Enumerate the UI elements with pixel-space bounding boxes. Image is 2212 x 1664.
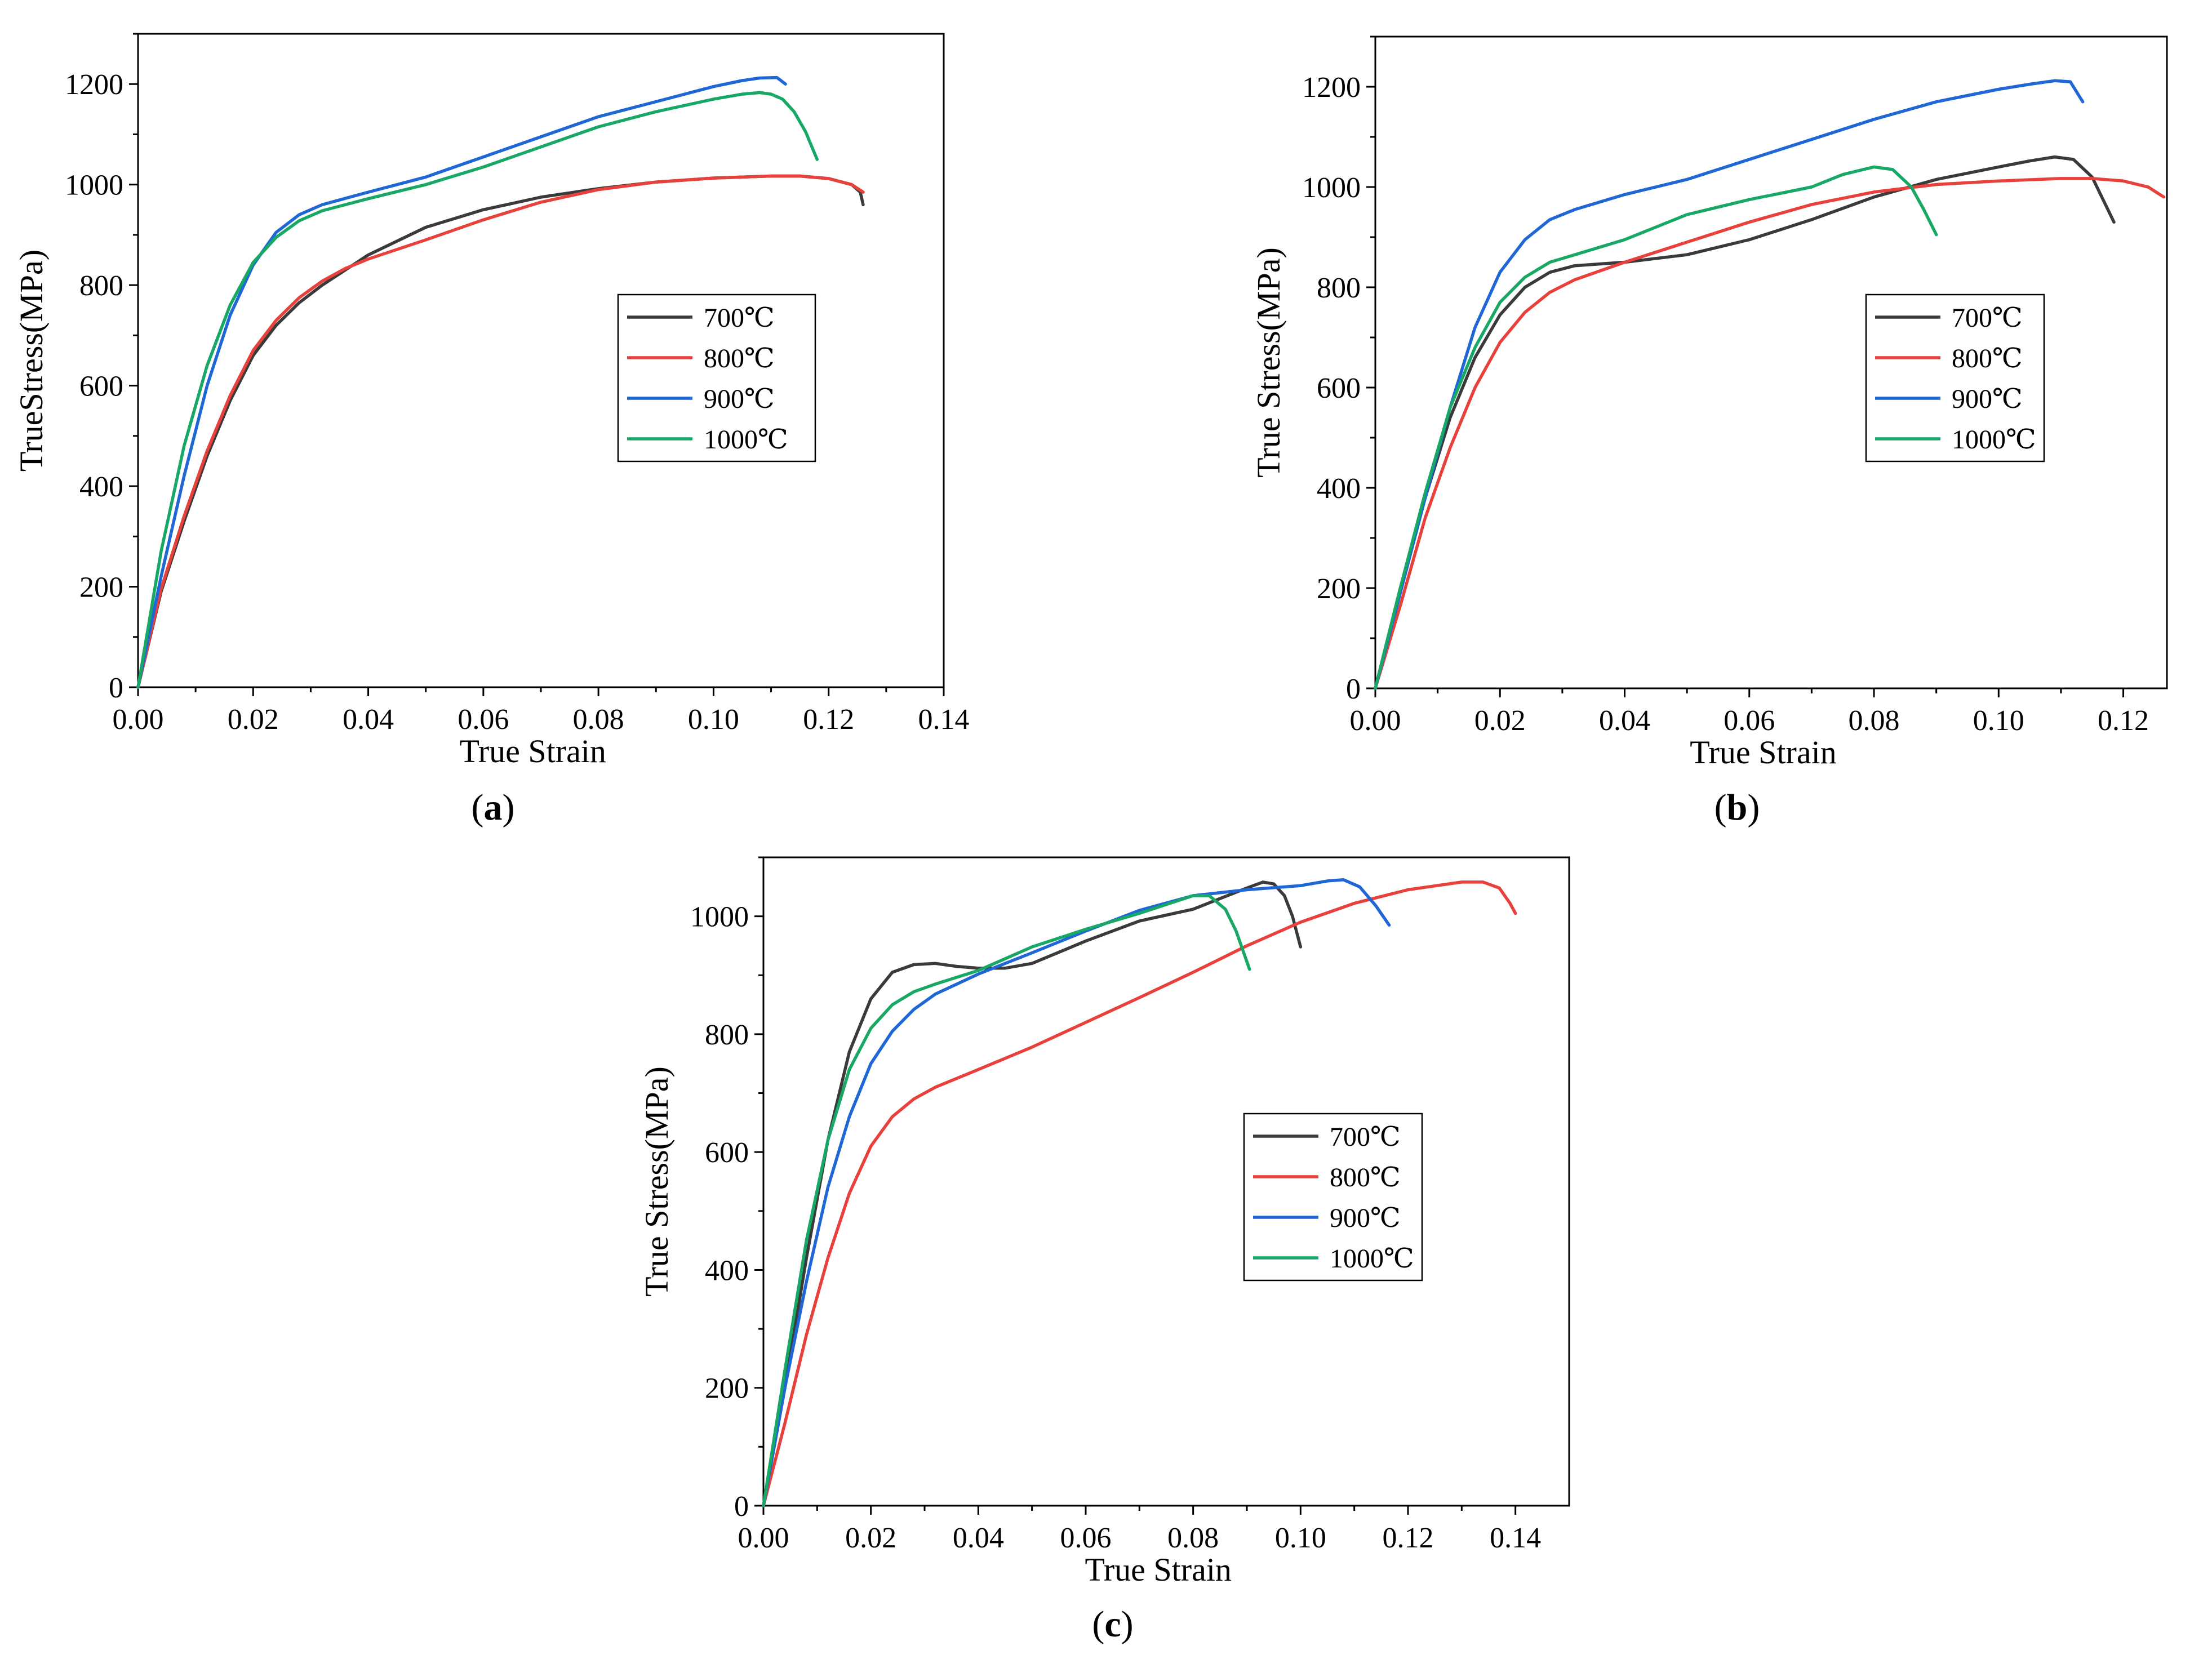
y-tick-label: 600 [705, 1137, 749, 1169]
legend-box [1865, 293, 2045, 462]
y-axis-label: TrueStress(MPa) [13, 250, 50, 471]
panel-caption: (c) [1092, 1604, 1133, 1645]
x-tick-label: 0.00 [738, 1522, 789, 1554]
legend-label: 900℃ [704, 384, 775, 414]
series-line-1 [1374, 155, 2116, 690]
chart-panel-c: 0.00 0.02 0.04 0.06 0.08 0.10 0.12 0.14 0 200 400 6… [638, 856, 1570, 1645]
x-tick-label: 0.12 [1383, 1522, 1434, 1554]
plot-frame [1374, 35, 2168, 689]
series-line-3 [1374, 79, 2085, 690]
legend-label: 700℃ [1330, 1122, 1401, 1152]
x-tick-label: 0.00 [113, 704, 164, 736]
x-tick-label: 0.04 [953, 1522, 1004, 1554]
series-line-2 [1374, 177, 2166, 690]
y-tick-label: 400 [1317, 473, 1361, 505]
x-axis-label: True Strain [1690, 734, 1837, 771]
x-tick-label: 0.08 [1849, 705, 1900, 737]
y-tick-label: 200 [1317, 573, 1361, 605]
x-tick-label: 0.10 [1275, 1522, 1326, 1554]
x-tick-label: 0.02 [228, 704, 279, 736]
series-line-2 [762, 880, 1517, 1507]
y-axis-label: True Stress(MPa) [638, 1066, 675, 1297]
x-tick-label: 0.14 [1490, 1522, 1541, 1554]
legend-box [617, 293, 816, 462]
chart-panel-b: 0.00 0.02 0.04 0.06 0.08 0.10 0.12 0 200 400 600 80… [1250, 35, 2168, 828]
legend: 700℃ 800℃ 900℃ 1000℃ [1243, 1113, 1423, 1282]
x-tick-label: 0.04 [343, 704, 394, 736]
y-tick-label: 800 [705, 1019, 749, 1051]
panel-caption-letter: b [1727, 787, 1748, 828]
series-line-3 [136, 75, 787, 689]
x-tick-label: 0.02 [845, 1522, 896, 1554]
x-tick-label: 0.06 [457, 704, 509, 736]
x-tick-label: 0.12 [803, 704, 854, 736]
x-tick-label: 0.04 [1599, 705, 1650, 737]
legend-label: 800℃ [704, 344, 775, 373]
y-tick-label: 1200 [65, 69, 123, 101]
x-axis-label: True Strain [459, 733, 606, 769]
y-tick-label: 400 [79, 471, 123, 503]
y-tick-label: 800 [79, 270, 123, 302]
chart-panel-a: 0.00 0.02 0.04 0.06 0.08 0.10 0.12 0.14 0 200 400 6… [13, 33, 970, 828]
legend-label: 1000℃ [704, 425, 788, 455]
y-tick-label: 1200 [1302, 72, 1361, 104]
y-tick-label: 0 [734, 1491, 749, 1523]
y-tick-label: 200 [705, 1373, 749, 1405]
series-line-3 [762, 878, 1391, 1507]
legend-label: 800℃ [1952, 344, 2023, 373]
series-line-1 [762, 880, 1303, 1507]
series-line-4 [1374, 165, 1938, 690]
legend-label: 700℃ [1952, 303, 2023, 333]
x-axis-label: True Strain [1085, 1551, 1232, 1588]
series-line-2 [136, 174, 865, 689]
x-tick-label: 0.14 [918, 704, 970, 736]
legend-label: 900℃ [1952, 384, 2023, 414]
y-tick-label: 0 [1346, 673, 1361, 705]
x-tick-label: 0.12 [2098, 705, 2149, 737]
legend-box [1243, 1113, 1423, 1282]
legend-label: 700℃ [704, 303, 775, 333]
legend-label: 1000℃ [1952, 425, 2036, 455]
x-tick-label: 0.10 [1973, 705, 2024, 737]
x-tick-label: 0.10 [688, 704, 739, 736]
series-line-4 [762, 894, 1251, 1507]
panel-caption-letter: a [484, 787, 503, 828]
series-line-4 [136, 91, 819, 689]
legend-label: 1000℃ [1330, 1244, 1414, 1274]
y-tick-label: 1000 [1302, 172, 1361, 204]
x-tick-label: 0.06 [1060, 1522, 1112, 1554]
y-tick-label: 1000 [690, 901, 749, 933]
legend: 700℃ 800℃ 900℃ 1000℃ [1865, 293, 2045, 462]
y-tick-label: 400 [705, 1254, 749, 1287]
panel-caption: (a) [472, 787, 515, 828]
x-tick-label: 0.08 [1167, 1522, 1219, 1554]
y-tick-label: 0 [109, 672, 123, 704]
x-tick-label: 0.02 [1474, 705, 1526, 737]
panel-caption: (b) [1714, 787, 1760, 828]
y-tick-label: 800 [1317, 272, 1361, 304]
legend-label: 800℃ [1330, 1163, 1401, 1193]
x-tick-label: 0.06 [1724, 705, 1775, 737]
y-axis-label: True Stress(MPa) [1250, 247, 1287, 478]
x-tick-label: 0.08 [573, 704, 624, 736]
y-tick-label: 1000 [65, 170, 123, 202]
y-tick-label: 600 [79, 371, 123, 403]
legend: 700℃ 800℃ 900℃ 1000℃ [617, 293, 816, 462]
y-tick-label: 600 [1317, 372, 1361, 404]
y-tick-label: 200 [79, 572, 123, 604]
plot-frame [762, 856, 1570, 1507]
legend-label: 900℃ [1330, 1203, 1401, 1233]
x-tick-label: 0.00 [1350, 705, 1401, 737]
panel-caption-letter: c [1104, 1604, 1121, 1645]
plot-frame [137, 33, 945, 688]
